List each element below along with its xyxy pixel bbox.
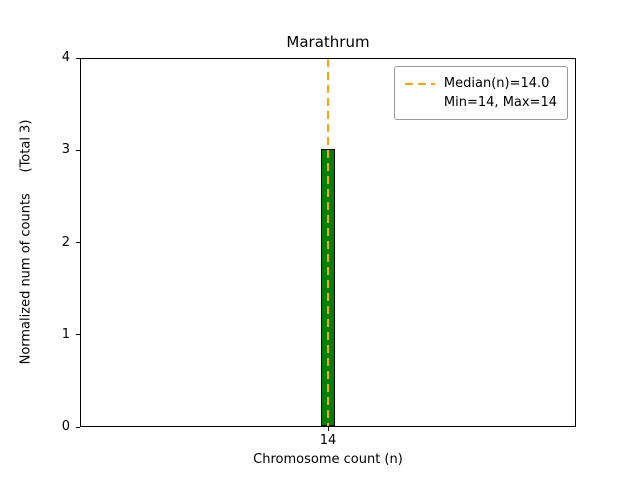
legend-minmax-label: Min=14, Max=14 [443, 95, 557, 110]
chart-title: Marathrum [286, 33, 370, 51]
y-axis-label: Normalized num of counts (Total 3) [18, 119, 34, 365]
legend: Median(n)=14.0 Min=14, Max=14 [393, 66, 568, 120]
x-axis-label: Chromosome count (n) [253, 452, 403, 467]
y-tick-label: 0 [61, 419, 70, 434]
x-tick-mark [327, 427, 329, 431]
median-line [327, 59, 329, 426]
x-tick-label: 14 [319, 433, 337, 448]
y-tick-mark [76, 57, 80, 59]
y-tick-mark [76, 242, 80, 243]
legend-entry-minmax: Min=14, Max=14 [405, 93, 557, 112]
y-tick-mark [76, 149, 80, 151]
y-tick-mark [76, 426, 80, 428]
y-tick-label: 2 [61, 234, 70, 250]
legend-blank-handle [405, 102, 435, 104]
y-tick-label: 3 [61, 142, 70, 158]
y-tick-mark [76, 334, 80, 336]
y-tick-label: 1 [61, 326, 70, 342]
legend-median-label: Median(n)=14.0 [443, 76, 550, 91]
median-dashed-line-icon [404, 82, 435, 85]
y-tick-label: 4 [61, 50, 70, 65]
plot-area: Median(n)=14.0 Min=14, Max=14 [80, 58, 576, 427]
legend-entry-median: Median(n)=14.0 [404, 74, 557, 93]
